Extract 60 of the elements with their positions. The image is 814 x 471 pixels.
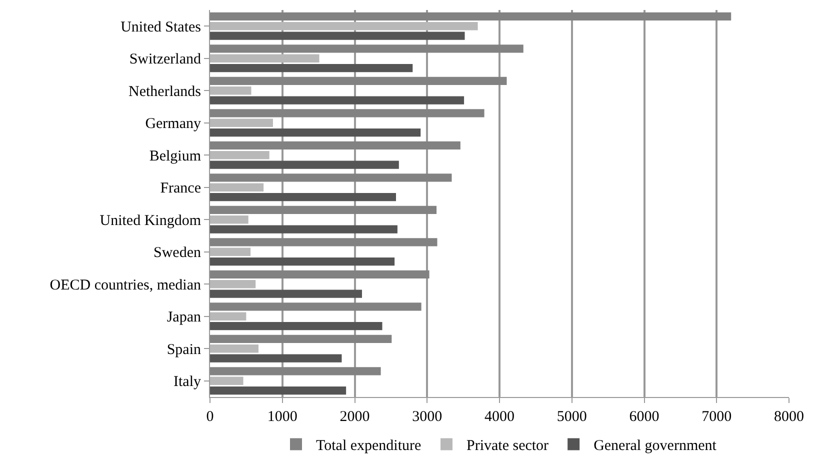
x-tick-label: 3000 [412,409,442,425]
bar [210,302,422,311]
bar [210,386,346,395]
bar [210,174,452,182]
bar [210,280,256,288]
bar [210,334,392,344]
bar [210,354,342,362]
bar [210,290,362,298]
bar [210,32,465,40]
bar [210,151,270,160]
x-tick-label: 0 [206,409,214,425]
x-tick-label: 8000 [774,409,804,425]
x-tick-label: 6000 [629,409,660,425]
bar [210,76,507,86]
y-tick-label: Netherlands [128,84,202,100]
y-tick-label: Spain [166,342,202,358]
bar [210,160,399,169]
bar [210,238,438,246]
x-tick-label: 7000 [702,409,732,425]
y-tick-label: France [160,180,202,197]
bar [210,322,382,330]
bar [210,192,396,202]
bar [210,206,437,214]
bar [210,344,258,353]
bar [210,12,732,21]
bar [210,183,264,192]
bar [210,86,252,95]
y-tick-label: Sweden [154,245,202,262]
y-tick-label: Switzerland [129,52,202,68]
bar [210,44,524,53]
y-tick-label: Italy [174,374,202,390]
bar [210,22,478,30]
x-tick-label: 1000 [267,409,298,425]
x-tick-label: 4000 [484,409,514,425]
bar [210,118,273,127]
bar [210,367,381,376]
y-tick-label: OECD countries, median [50,277,202,294]
bar [210,257,395,266]
legend-label: General government [594,438,718,454]
bar [210,109,484,118]
y-tick-label: Belgium [149,148,202,164]
bar [210,225,398,234]
legend-label: Total expenditure [316,438,422,454]
y-tick-label: Japan [166,310,202,326]
bar [210,248,251,256]
bar [210,312,246,320]
bar [210,96,464,104]
y-tick-label: United States [120,19,202,36]
y-tick-label: United Kingdom [100,212,202,229]
bar [210,376,244,385]
bar [210,128,421,137]
y-tick-label: Germany [145,116,202,132]
x-tick-label: 2000 [340,409,370,425]
bar [210,270,430,279]
legend-label: Private sector [466,438,549,454]
bar [210,216,248,224]
bar [210,54,320,62]
bar [210,64,413,72]
x-tick-label: 5000 [556,409,587,425]
bar [210,141,460,150]
